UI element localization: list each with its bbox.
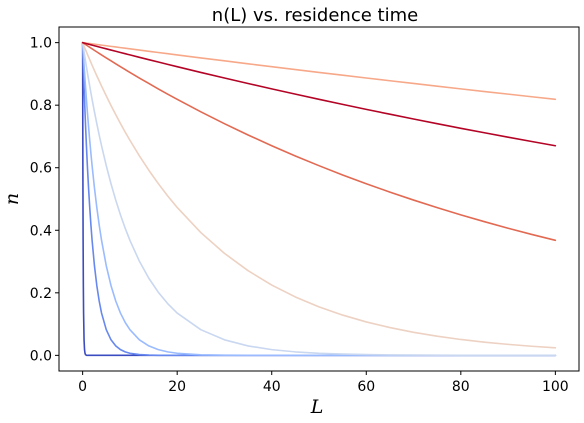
series-line-5 [81, 41, 557, 349]
x-tick-label: 100 [542, 379, 569, 395]
x-tick-label: 20 [168, 379, 186, 395]
x-axis: 0 20 40 60 80 100 [78, 371, 569, 395]
y-tick-label: 0.4 [30, 223, 52, 239]
chart-title: n(L) vs. residence time [212, 5, 418, 26]
series-line-4 [81, 41, 557, 357]
axes-frame [58, 26, 580, 372]
y-axis: 0.0 0.2 0.4 0.6 0.8 1.0 [30, 36, 59, 364]
series-line-3 [81, 41, 557, 357]
x-tick-label: 40 [263, 379, 281, 395]
series-line-8 [81, 41, 557, 147]
x-axis-label: L [310, 396, 324, 418]
x-tick-label: 0 [78, 379, 87, 395]
y-axis-label: n [1, 193, 23, 205]
y-tick-label: 0.2 [30, 286, 52, 302]
series-line-7 [81, 41, 557, 242]
series-line-1 [81, 41, 557, 357]
plot-area [81, 41, 557, 357]
x-tick-label: 60 [357, 379, 375, 395]
x-tick-label: 80 [452, 379, 470, 395]
y-tick-label: 1.0 [30, 36, 52, 52]
y-tick-label: 0.6 [30, 161, 52, 177]
y-tick-label: 0.8 [30, 98, 52, 114]
series-line-2 [81, 41, 557, 357]
y-tick-label: 0.0 [30, 348, 52, 364]
series-line-6 [81, 41, 557, 101]
